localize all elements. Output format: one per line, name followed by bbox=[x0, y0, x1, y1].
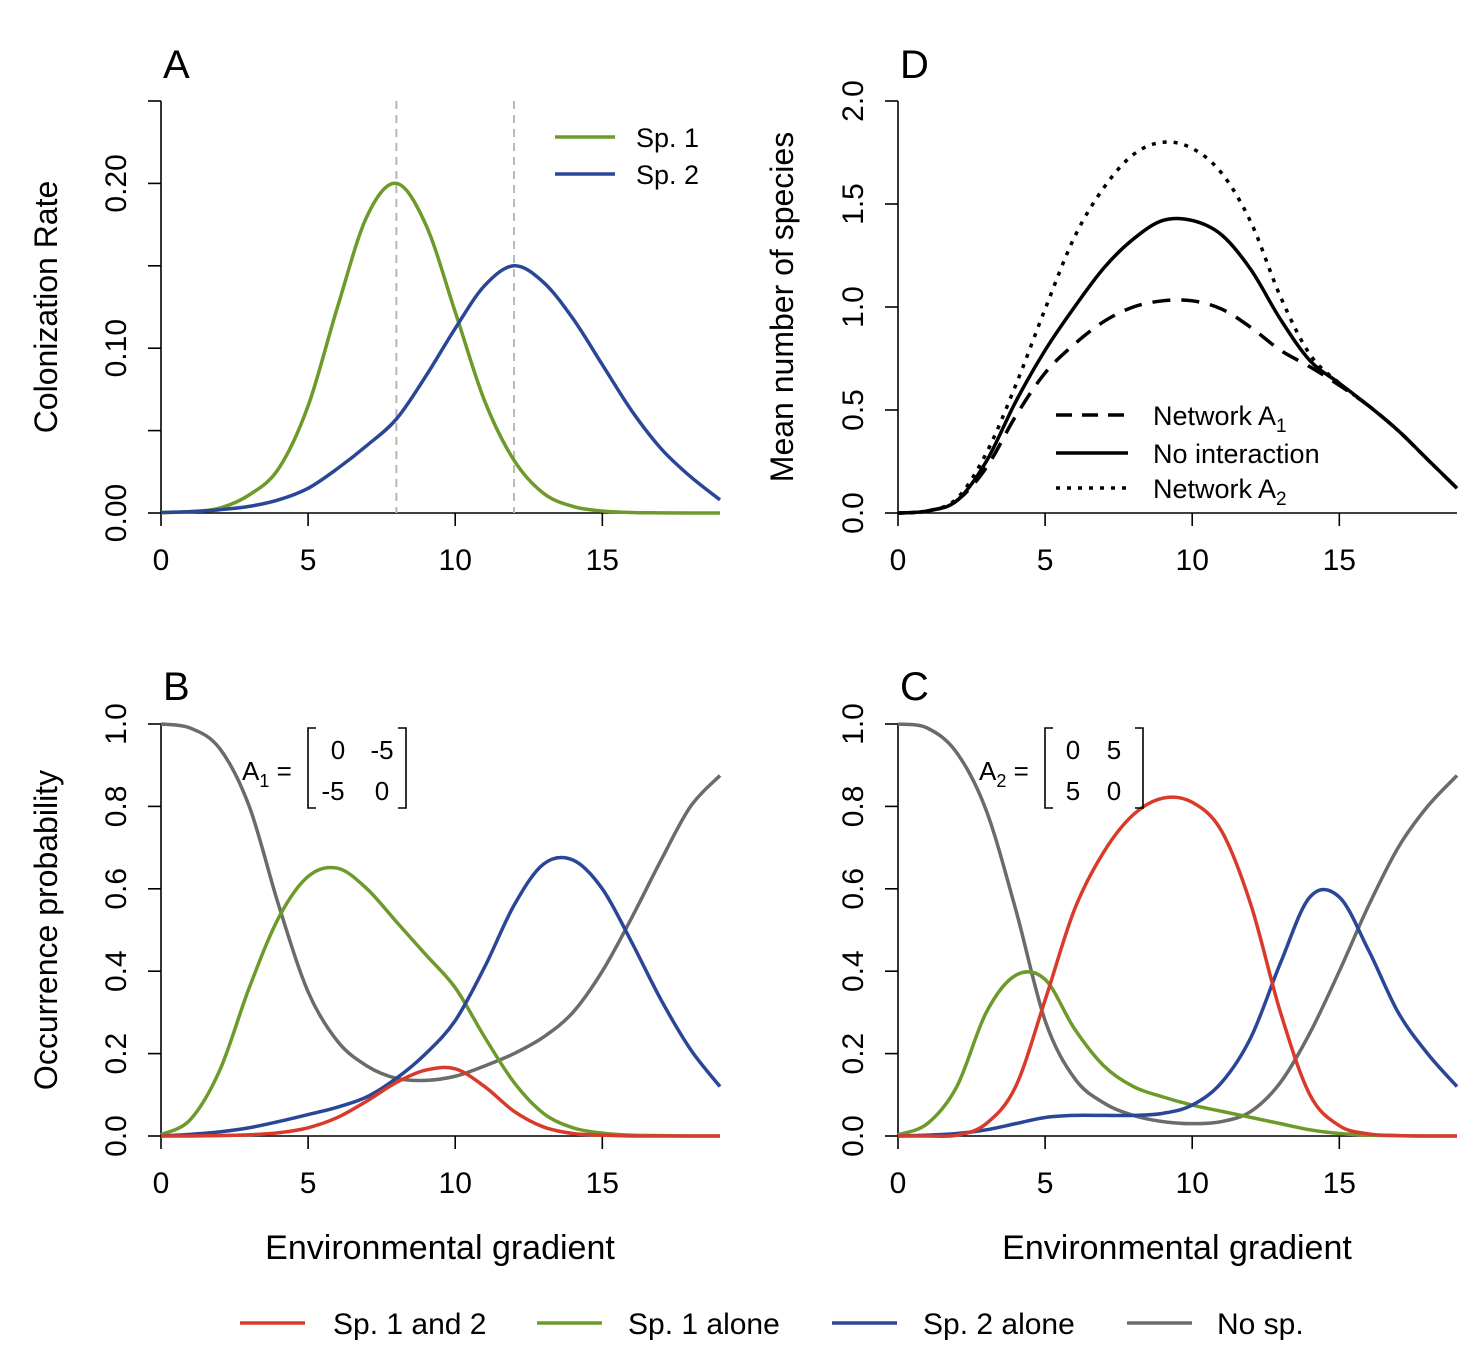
panel-label-c: C bbox=[900, 665, 929, 709]
matrix-label-a1: A1 = bbox=[242, 756, 292, 791]
x-tick-label: 5 bbox=[300, 544, 317, 577]
matrix-bracket-left bbox=[307, 727, 316, 809]
x-tick-label: 0 bbox=[890, 1167, 907, 1200]
legend-label-sp2: Sp. 2 bbox=[636, 160, 699, 190]
matrix-cell: 0 bbox=[1107, 776, 1121, 806]
bottom-legend-label: Sp. 1 alone bbox=[628, 1308, 780, 1341]
y-tick-label: 1.0 bbox=[100, 703, 133, 745]
matrix-cell: 5 bbox=[1066, 776, 1080, 806]
series-line-no-sp- bbox=[160, 722, 722, 1083]
x-tick-label: 10 bbox=[1176, 1167, 1209, 1200]
y-tick-label: 0.20 bbox=[100, 154, 133, 212]
bottom-legend-label: Sp. 1 and 2 bbox=[333, 1308, 486, 1341]
panel-label-b: B bbox=[163, 665, 190, 709]
panel-d: D Mean number of species 0 5 10 15 0.0 0.5 1.0… bbox=[764, 43, 1459, 577]
legend-a: Sp. 1 Sp. 2 bbox=[555, 123, 699, 190]
x-axis-label-c: Environmental gradient bbox=[1002, 1229, 1352, 1267]
y-axis-label-b: Occurrence probability bbox=[28, 770, 64, 1090]
series-line-sp-2-alone bbox=[897, 887, 1459, 1138]
x-tick-label: 15 bbox=[1323, 544, 1356, 577]
x-tick-label: 5 bbox=[1037, 544, 1054, 577]
series-line-no-sp- bbox=[897, 722, 1459, 1126]
x-tick-label: 0 bbox=[153, 544, 170, 577]
series-line-sp-1-and-2 bbox=[160, 1065, 720, 1138]
matrix-label-a2: A2 = bbox=[979, 756, 1029, 791]
legend-label-no-interaction: No interaction bbox=[1153, 439, 1320, 469]
series-line-sp-2-alone bbox=[160, 855, 722, 1138]
y-tick-label: 1.5 bbox=[837, 183, 870, 225]
x-tick-label: 5 bbox=[300, 1167, 317, 1200]
panel-c: C Environmental gradient 0 5 10 150.00.20.4… bbox=[837, 665, 1459, 1267]
matrix-cell: 0 bbox=[331, 735, 345, 765]
matrix-bracket-right bbox=[1135, 727, 1144, 809]
series-line-sp-1 bbox=[160, 181, 721, 515]
x-tick-label: 0 bbox=[890, 544, 907, 577]
x-tick-label: 15 bbox=[1323, 1167, 1356, 1200]
panel-label-d: D bbox=[900, 43, 929, 87]
y-tick-label: 0.4 bbox=[100, 950, 133, 992]
bottom-legend-label: No sp. bbox=[1217, 1308, 1304, 1341]
y-tick-label: 0.2 bbox=[837, 1033, 870, 1075]
x-tick-label: 15 bbox=[586, 544, 619, 577]
y-tick-label: 0.10 bbox=[100, 319, 133, 377]
legend-label-network-a2: Network A2 bbox=[1153, 474, 1287, 510]
matrix-cell: -5 bbox=[321, 776, 344, 806]
series-line-sp-1-and-2 bbox=[897, 795, 1458, 1139]
x-tick-label: 10 bbox=[439, 1167, 472, 1200]
x-axis-label-b: Environmental gradient bbox=[265, 1229, 615, 1267]
plot-area-b: 0 5 10 15 0.0 0.2 0.4 0.6 0.8 1.0 bbox=[100, 703, 722, 1200]
x-tick-label: 0 bbox=[153, 1167, 170, 1200]
y-tick-label: 0.0 bbox=[837, 492, 870, 534]
x-tick-label: 15 bbox=[586, 1167, 619, 1200]
y-tick-label: 2.0 bbox=[837, 80, 870, 122]
y-axis-label-d: Mean number of species bbox=[764, 132, 800, 482]
matrix-cell: 5 bbox=[1107, 735, 1121, 765]
matrix-bracket-left bbox=[1044, 727, 1053, 809]
legend-label-sp1: Sp. 1 bbox=[636, 123, 699, 153]
series-line-network-a2 bbox=[897, 140, 1459, 515]
y-tick-label: 0.8 bbox=[100, 786, 133, 828]
y-tick-label: 0.4 bbox=[837, 950, 870, 992]
y-tick-label: 1.0 bbox=[837, 286, 870, 328]
plot-area-a: 0 5 10 15 0.00 0.10 0.20 bbox=[100, 100, 722, 577]
y-tick-label: 0.6 bbox=[100, 868, 133, 910]
legend-d: Network A1 No interaction Network A2 bbox=[1056, 401, 1320, 510]
x-tick-label: 5 bbox=[1037, 1167, 1054, 1200]
bottom-legend-label: Sp. 2 alone bbox=[923, 1308, 1075, 1341]
matrix-cell: -5 bbox=[370, 735, 393, 765]
y-tick-label: 0.00 bbox=[100, 484, 133, 542]
y-axis-label-a: Colonization Rate bbox=[28, 181, 64, 434]
panel-b: B Occurrence probability Environmental g… bbox=[28, 665, 722, 1267]
panel-a: A Colonization Rate 0 5 10 15 0.00 0.10 0.20 S… bbox=[28, 43, 722, 577]
legend-label-network-a1: Network A1 bbox=[1153, 401, 1287, 437]
y-tick-label: 0.0 bbox=[837, 1115, 870, 1157]
matrix-a2: A2 = 0 5 5 0 bbox=[979, 727, 1144, 809]
matrix-cell: 0 bbox=[375, 776, 389, 806]
plot-area-c: 0 5 10 150.00.20.40.60.81.0 bbox=[837, 703, 1459, 1200]
bottom-legend: Sp. 1 and 2 Sp. 1 alone Sp. 2 alone No s… bbox=[240, 1308, 1304, 1341]
panel-label-a: A bbox=[163, 43, 190, 87]
y-tick-label: 1.0 bbox=[837, 703, 870, 745]
y-tick-label: 0.2 bbox=[100, 1033, 133, 1075]
series-line-sp-2 bbox=[160, 264, 722, 515]
x-tick-label: 10 bbox=[439, 544, 472, 577]
y-tick-label: 0.6 bbox=[837, 868, 870, 910]
y-tick-label: 0.0 bbox=[100, 1115, 133, 1157]
series-line-no-interaction bbox=[897, 216, 1459, 515]
y-tick-label: 0.8 bbox=[837, 786, 870, 828]
plot-area-d: 0 5 10 15 0.0 0.5 1.0 1.5 2.0 bbox=[837, 80, 1459, 577]
matrix-a1: A1 = 0 -5 -5 0 bbox=[242, 727, 407, 809]
matrix-bracket-right bbox=[398, 727, 407, 809]
x-tick-label: 10 bbox=[1176, 544, 1209, 577]
matrix-cell: 0 bbox=[1066, 735, 1080, 765]
y-tick-label: 0.5 bbox=[837, 389, 870, 431]
